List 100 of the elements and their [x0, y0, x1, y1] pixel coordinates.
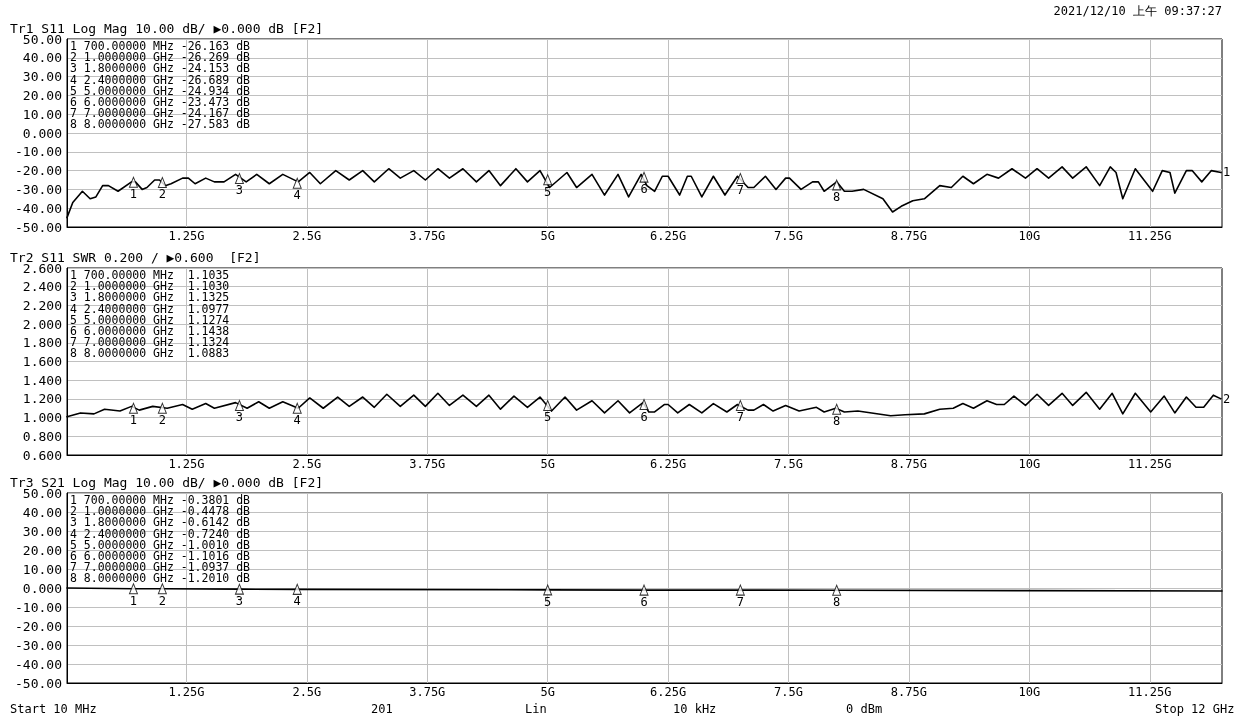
point — [543, 174, 553, 186]
annotation: 1 — [129, 413, 138, 428]
y-tick-label: 40.00 — [22, 50, 62, 66]
y-tick-label: -50.00 — [15, 675, 62, 691]
x-tick-label: 3.75G — [409, 457, 446, 471]
annotation: 6 6.0000000 GHz -1.1016 dB — [70, 549, 251, 563]
y-tick-label: 1.000 — [22, 410, 62, 426]
y-tick-label: -50.00 — [15, 219, 62, 235]
x-tick-label: 6.25G — [650, 457, 687, 471]
x-tick-label: 11.25G — [1128, 457, 1172, 471]
annotation: 3 — [235, 410, 244, 425]
x-tick-label: 5G — [540, 685, 555, 699]
annotation: 6 — [640, 595, 648, 610]
annotation: 4 — [293, 188, 301, 203]
series-label: 1 — [1223, 165, 1231, 180]
text: 10 kHz — [673, 702, 717, 716]
point — [832, 179, 842, 191]
x-tick-label: 8.75G — [890, 457, 927, 471]
annotation: 5 — [544, 184, 552, 199]
x-tick-label: 10G — [1018, 457, 1041, 471]
annotation: 7 — [736, 595, 744, 610]
y-tick-label: 2.400 — [22, 279, 62, 295]
series-label: 2 — [1223, 391, 1231, 406]
annotation: 2 — [158, 413, 166, 428]
x-tick-label: 5G — [540, 229, 555, 243]
x-tick-label: 1.25G — [168, 229, 205, 243]
annotation: 8 — [833, 595, 841, 610]
y-tick-label: -30.00 — [15, 637, 62, 653]
y-tick-label: -40.00 — [15, 656, 62, 672]
x-tick-label: 7.5G — [774, 229, 803, 243]
y-tick-label: 1.600 — [22, 354, 62, 369]
y-tick-label: 20.00 — [22, 87, 62, 103]
y-tick-label: 1.800 — [22, 335, 62, 351]
y-tick-label: 0.800 — [22, 428, 62, 444]
y-tick-label: 1.400 — [22, 372, 62, 388]
y-tick-label: 20.00 — [22, 542, 62, 558]
text: Start 10 MHz — [10, 702, 97, 716]
annotation: 8 — [833, 414, 841, 429]
annotation: 2 — [158, 187, 166, 202]
point — [292, 177, 302, 189]
y-tick-label: -40.00 — [15, 200, 62, 216]
annotation: 3 — [235, 594, 244, 609]
annotation: 6 6.0000000 GHz -23.473 dB — [70, 95, 251, 109]
annotation: 8 8.0000000 GHz 1.0883 — [70, 346, 230, 361]
x-tick-label: 10G — [1018, 685, 1041, 699]
y-tick-label: -20.00 — [15, 163, 62, 179]
annotation: 6 6.0000000 GHz 1.1438 — [70, 324, 230, 338]
point — [639, 171, 649, 183]
annotation: 2 — [158, 593, 166, 608]
annotation: 5 — [544, 410, 552, 425]
annotation: 5 — [544, 594, 552, 609]
annotation: 8 8.0000000 GHz -27.583 dB — [70, 117, 251, 132]
text: 201 — [371, 702, 393, 716]
y-tick-label: 2.000 — [22, 316, 62, 332]
x-tick-label: 2.5G — [292, 229, 322, 243]
point — [128, 176, 138, 188]
annotation: 7 — [736, 183, 744, 198]
y-tick-label: 30.00 — [22, 523, 62, 539]
text: Stop 12 GHz — [1155, 702, 1235, 716]
x-tick-label: 2.5G — [292, 457, 322, 471]
annotation: 8 8.0000000 GHz -1.2010 dB — [70, 571, 251, 586]
annotation: 7 — [736, 410, 744, 425]
y-tick-label: 10.00 — [22, 106, 62, 122]
y-tick-label: -20.00 — [15, 618, 62, 634]
point — [735, 173, 745, 184]
annotation: 6 — [640, 182, 648, 197]
y-tick-label: 1.200 — [22, 391, 62, 407]
text: Lin — [525, 702, 547, 716]
y-tick-label: 10.00 — [22, 561, 62, 577]
point — [157, 176, 167, 188]
y-tick-label: -30.00 — [15, 181, 62, 197]
y-tick-label: 2.200 — [22, 297, 62, 313]
y-tick-label: -10.00 — [15, 144, 62, 160]
annotation: 6 — [640, 409, 648, 424]
x-tick-label: 1.25G — [168, 457, 205, 471]
annotation: 3 — [235, 183, 244, 198]
y-tick-label: 30.00 — [22, 69, 62, 85]
x-tick-label: 11.25G — [1128, 685, 1172, 699]
annotation: 1 700.00000 MHz -26.163 dB — [70, 39, 251, 53]
annotation: 4 — [293, 594, 301, 609]
annotation: 4 — [293, 413, 301, 428]
y-tick-label: 0.000 — [22, 580, 62, 596]
x-tick-label: 2.5G — [292, 685, 322, 699]
x-tick-label: 8.75G — [890, 229, 927, 243]
y-tick-label: 0.000 — [22, 125, 62, 141]
x-tick-label: 11.25G — [1128, 229, 1172, 243]
x-tick-label: 7.5G — [774, 457, 803, 471]
point — [234, 173, 244, 184]
annotation: 1 — [129, 593, 138, 608]
x-tick-label: 10G — [1018, 229, 1041, 243]
annotation: 1 — [129, 187, 138, 202]
text: 0 dBm — [846, 702, 883, 716]
annotation: 8 — [833, 189, 841, 204]
y-tick-label: 40.00 — [22, 504, 62, 520]
y-tick-label: 0.600 — [22, 447, 62, 463]
x-tick-label: 8.75G — [890, 685, 927, 699]
annotation: 1 700.00000 MHz -0.3801 dB — [70, 493, 251, 507]
x-tick-label: 3.75G — [409, 229, 446, 243]
chart-subtitle: 2021/12/10 上午 09:37:27 — [1053, 4, 1223, 18]
x-tick-label: 3.75G — [409, 685, 446, 699]
